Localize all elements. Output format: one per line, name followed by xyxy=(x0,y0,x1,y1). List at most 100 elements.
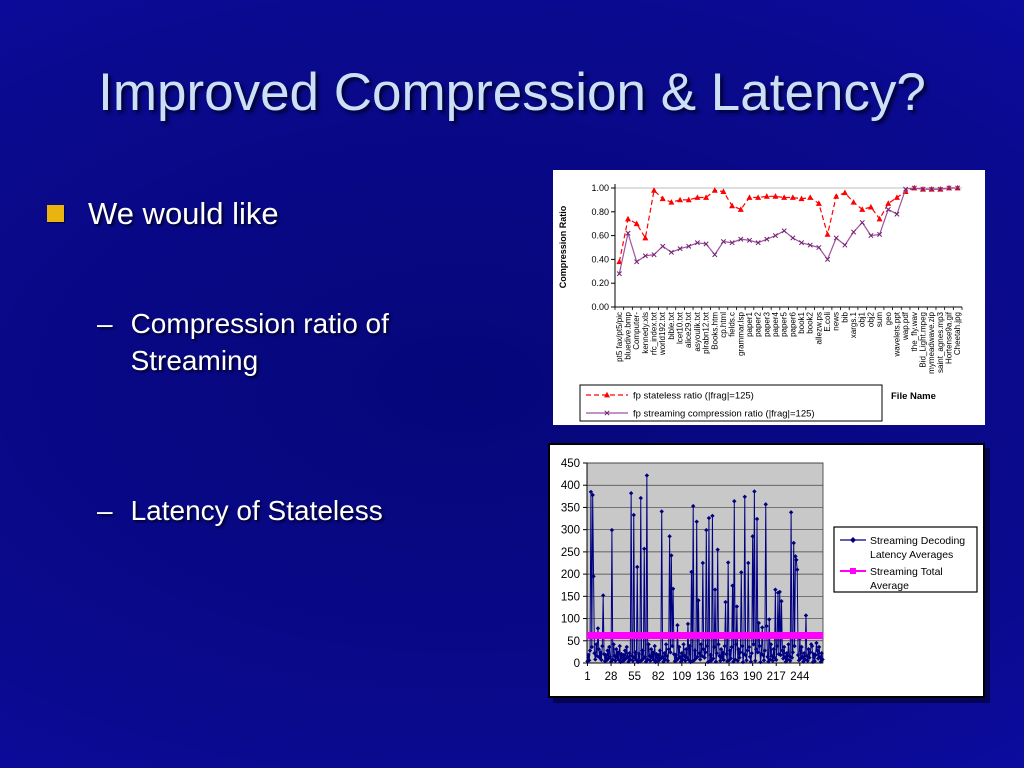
svg-text:0.80: 0.80 xyxy=(591,207,609,217)
svg-text:fields.c: fields.c xyxy=(728,312,737,337)
svg-text:Cheetah.jpg: Cheetah.jpg xyxy=(953,312,962,355)
dash-icon: – xyxy=(97,495,113,526)
svg-text:cp.html: cp.html xyxy=(719,312,728,338)
svg-text:wavelets.ppt: wavelets.ppt xyxy=(892,311,901,357)
svg-text:bib: bib xyxy=(840,311,849,322)
svg-text:obj1: obj1 xyxy=(858,311,867,327)
sub-bullet-latency: – Latency of Stateless xyxy=(97,492,383,529)
series-streaming xyxy=(616,185,961,277)
svg-text:217: 217 xyxy=(767,671,786,683)
diamond-markers xyxy=(585,473,825,665)
svg-text:geo: geo xyxy=(884,311,893,325)
svg-text:250: 250 xyxy=(561,547,580,559)
svg-text:450: 450 xyxy=(561,458,580,470)
streaming-latency-chart: 0 50 100 150 200 250 300 350 400 450 1 28 55 82 109 136… xyxy=(561,458,978,683)
y-axis-ticks: 0 50 100 150 200 250 300 350 400 450 xyxy=(561,458,587,670)
slide-title: Improved Compression & Latency? xyxy=(98,63,926,122)
svg-text:plrabn12.txt: plrabn12.txt xyxy=(702,311,711,354)
svg-text:Streaming Total: Streaming Total xyxy=(870,566,943,578)
latency-chart-panel: 0 50 100 150 200 250 300 350 400 450 1 28 55 82 109 136… xyxy=(548,443,985,698)
svg-text:allezw.ps: allezw.ps xyxy=(814,312,823,344)
svg-text:alice29.txt: alice29.txt xyxy=(684,311,693,348)
category-labels: pt5 fax/pt5/pic bluedive.bmp Computer-kenn… xyxy=(615,311,962,374)
svg-text:mymeadwave.zip: mymeadwave.zip xyxy=(927,311,936,373)
legend: Streaming Decoding Latency Averages Stream… xyxy=(833,526,978,593)
svg-text:E.coli: E.coli xyxy=(823,312,832,332)
dash-icon: – xyxy=(97,308,113,339)
svg-text:190: 190 xyxy=(743,671,762,683)
y-axis-ticks: 0.00 0.20 0.40 0.60 0.80 1.00 xyxy=(591,183,615,312)
svg-text:bluedive.bmp: bluedive.bmp xyxy=(624,311,633,359)
legend: fp stateless ratio (|frag|=125) fp stream… xyxy=(579,384,883,422)
sub-bullet-text: Latency of Stateless xyxy=(130,495,383,526)
svg-text:book1: book1 xyxy=(797,311,806,333)
svg-text:rfc_index.txt: rfc_index.txt xyxy=(650,311,659,355)
svg-text:244: 244 xyxy=(790,671,810,683)
svg-text:wap.pdf: wap.pdf xyxy=(901,311,910,341)
bullet-square-icon xyxy=(47,205,64,222)
svg-text:Average: Average xyxy=(870,580,909,592)
svg-text:0.60: 0.60 xyxy=(591,231,609,241)
svg-text:fp stateless ratio (|frag|=125: fp stateless ratio (|frag|=125) xyxy=(633,391,754,402)
svg-text:300: 300 xyxy=(561,525,580,537)
svg-text:Hortense9a.gif: Hortense9a.gif xyxy=(944,311,953,364)
svg-text:Computer-: Computer- xyxy=(632,312,641,350)
svg-text:sum: sum xyxy=(875,312,884,327)
svg-text:163: 163 xyxy=(719,671,738,683)
svg-text:bible.txt: bible.txt xyxy=(667,311,676,339)
svg-text:0.00: 0.00 xyxy=(591,302,609,312)
svg-text:100: 100 xyxy=(561,614,580,626)
svg-text:the_fly.wav: the_fly.wav xyxy=(910,312,919,351)
svg-text:saint_agnes.mp3: saint_agnes.mp3 xyxy=(936,311,945,372)
svg-text:world192.txt: world192.txt xyxy=(658,311,667,356)
svg-text:109: 109 xyxy=(672,671,691,683)
svg-text:150: 150 xyxy=(561,591,580,603)
svg-text:0.40: 0.40 xyxy=(591,254,609,264)
svg-text:obj2: obj2 xyxy=(866,311,875,327)
svg-text:lcet10.txt: lcet10.txt xyxy=(676,311,685,344)
svg-text:0.20: 0.20 xyxy=(591,278,609,288)
axes xyxy=(614,184,962,308)
svg-text:grammar.lsp: grammar.lsp xyxy=(736,311,745,356)
series-latency-averages xyxy=(585,473,825,665)
svg-text:kennedy.xls: kennedy.xls xyxy=(641,312,650,354)
svg-text:paper5: paper5 xyxy=(780,311,789,336)
svg-text:paper6: paper6 xyxy=(788,311,797,336)
svg-text:350: 350 xyxy=(561,502,580,514)
svg-text:pt5 fax/pt5/pic: pt5 fax/pt5/pic xyxy=(615,312,624,362)
compression-ratio-chart-panel: 0.00 0.20 0.40 0.60 0.80 1.00 pt5 fax/pt5/pic b… xyxy=(553,170,985,425)
svg-text:55: 55 xyxy=(628,671,641,683)
bullet-text: We would like xyxy=(88,196,279,231)
svg-text:book2: book2 xyxy=(806,311,815,333)
svg-text:1: 1 xyxy=(584,671,590,683)
svg-text:xargs.1: xargs.1 xyxy=(849,311,858,338)
svg-text:Books.htm: Books.htm xyxy=(710,312,719,350)
svg-text:1.00: 1.00 xyxy=(591,183,609,193)
svg-text:136: 136 xyxy=(696,671,715,683)
sub-bullet-compression-ratio: – Compression ratio of Streaming xyxy=(97,305,441,379)
series-stateless xyxy=(616,184,961,265)
x-axis-ticks: 1 28 55 82 109 136 163 190 217 244 xyxy=(584,663,810,683)
y-axis-label: Compression Ratio xyxy=(558,205,568,288)
svg-text:asyoulik.txt: asyoulik.txt xyxy=(693,311,702,351)
svg-text:Latency Averages: Latency Averages xyxy=(870,549,953,561)
bullet-we-would-like: We would like xyxy=(47,196,279,232)
svg-text:paper1: paper1 xyxy=(745,311,754,336)
svg-text:200: 200 xyxy=(561,569,580,581)
sub-bullet-text: Compression ratio of Streaming xyxy=(130,308,389,376)
svg-text:paper4: paper4 xyxy=(771,311,780,336)
svg-text:50: 50 xyxy=(567,636,580,648)
svg-text:82: 82 xyxy=(652,671,665,683)
svg-text:Bid_Light.mpeg: Bid_Light.mpeg xyxy=(918,312,927,368)
svg-text:0: 0 xyxy=(574,658,580,670)
svg-text:28: 28 xyxy=(605,671,618,683)
svg-text:paper3: paper3 xyxy=(762,311,771,336)
svg-text:400: 400 xyxy=(561,480,580,492)
svg-text:fp streaming compression ratio: fp streaming compression ratio (|frag|=1… xyxy=(633,409,815,420)
svg-text:news: news xyxy=(832,312,841,331)
svg-text:Streaming Decoding: Streaming Decoding xyxy=(870,535,965,547)
x-axis-label: File Name xyxy=(891,391,936,402)
svg-text:paper2: paper2 xyxy=(754,311,763,336)
